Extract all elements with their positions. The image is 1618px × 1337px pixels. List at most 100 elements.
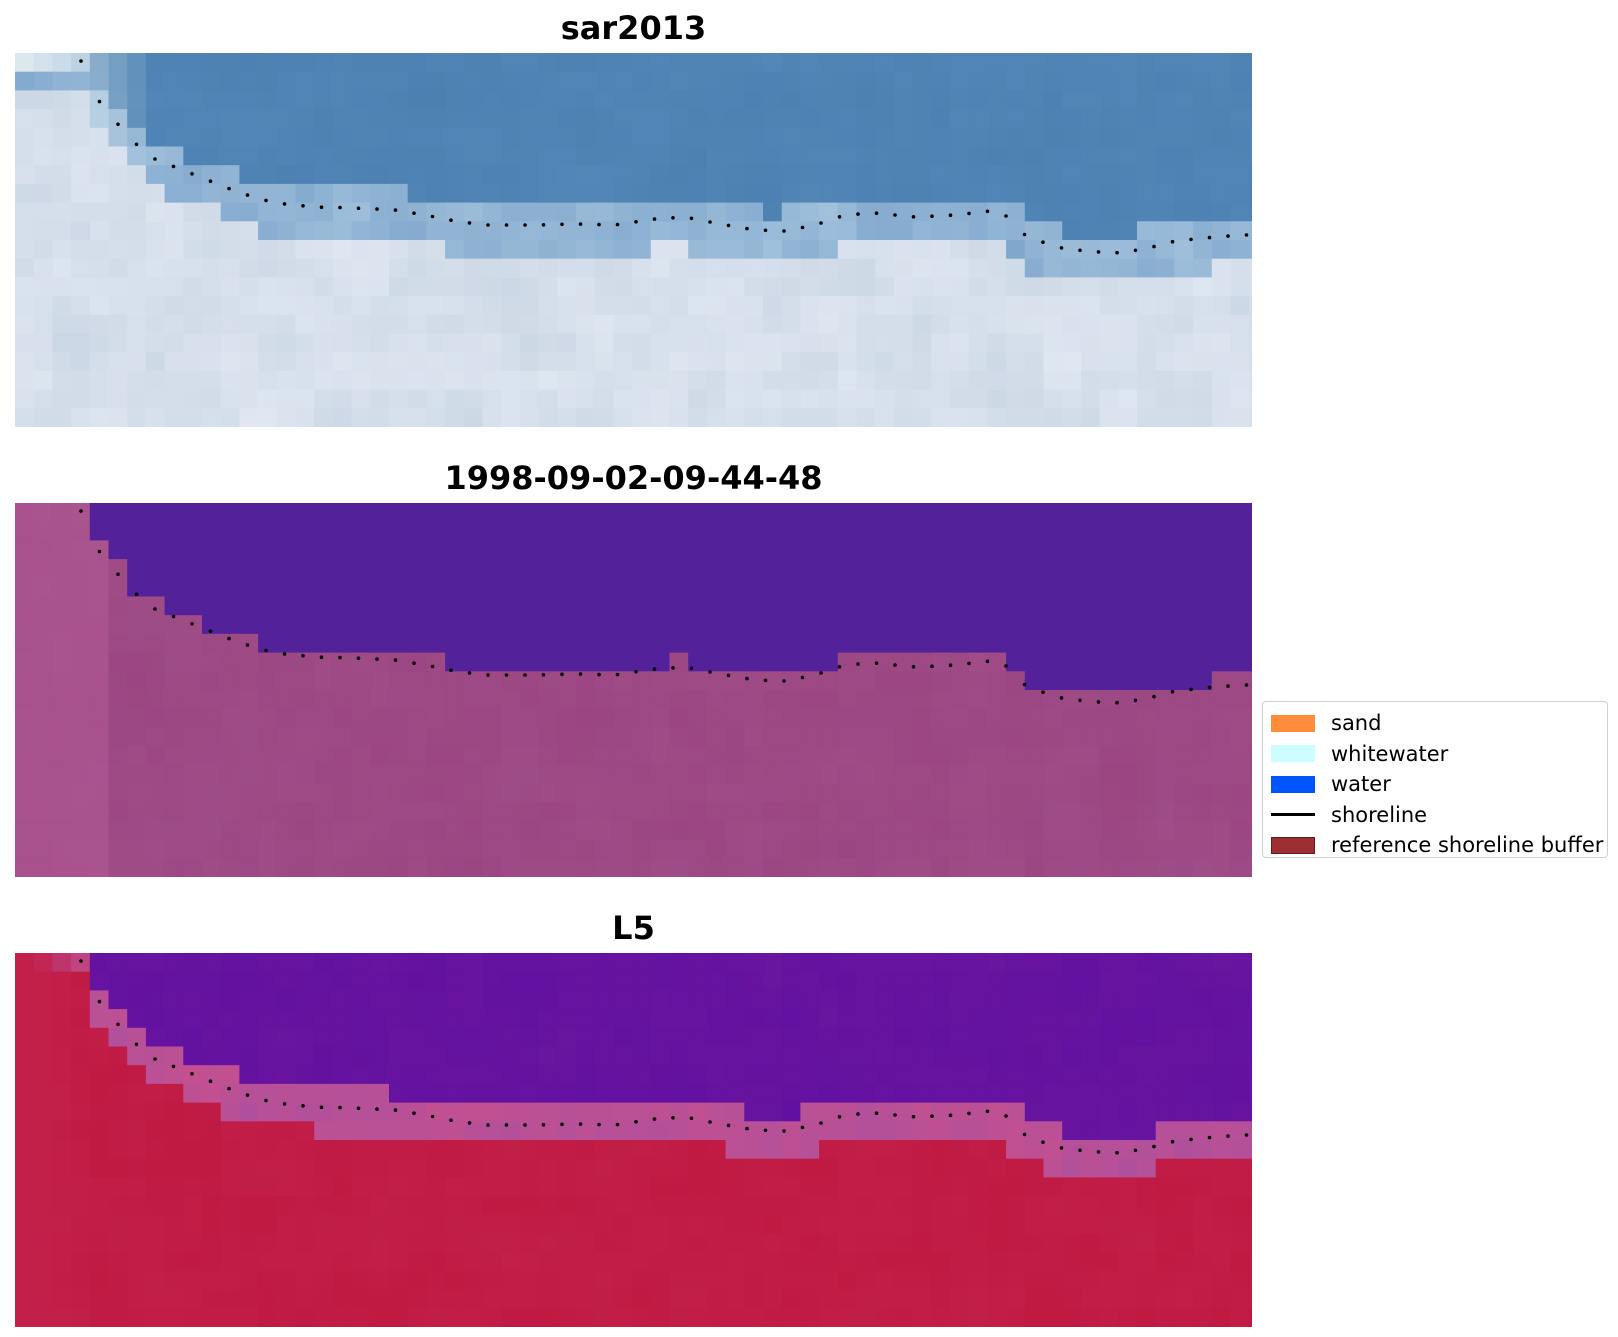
pixel-cell [763, 71, 783, 91]
pixel-cell [389, 333, 409, 353]
pixel-cell [987, 1289, 1007, 1309]
pixel-cell [706, 615, 727, 635]
shoreline-point [171, 164, 176, 169]
pixel-cell [15, 1252, 35, 1272]
shoreline-point [467, 221, 472, 225]
pixel-cell [519, 1177, 540, 1197]
pixel-cell [632, 1158, 652, 1178]
shoreline-point [763, 678, 768, 683]
pixel-cell [875, 314, 895, 335]
pixel-cell [15, 146, 35, 166]
pixel-cell [1024, 296, 1045, 316]
pixel-cell [295, 746, 315, 766]
pixel-cell [1080, 1046, 1101, 1066]
pixel-cell [1174, 165, 1194, 185]
pixel-cell [127, 53, 147, 73]
pixel-cell [389, 690, 409, 710]
pixel-cell [351, 1308, 371, 1327]
pixel-cell [89, 858, 110, 877]
pixel-cell [295, 503, 315, 523]
classified-image [15, 503, 1252, 877]
pixel-cell [931, 1140, 951, 1160]
pixel-cell [52, 820, 72, 841]
pixel-cell [912, 1196, 932, 1216]
pixel-cell [1230, 1270, 1250, 1291]
pixel-cell [1155, 314, 1175, 335]
pixel-cell [127, 503, 147, 523]
shoreline-point [893, 1113, 897, 1117]
pixel-cell [987, 71, 1007, 91]
pixel-cell [276, 1289, 297, 1309]
pixel-cell [706, 971, 727, 991]
pixel-cell [164, 221, 184, 241]
pixel-cell [202, 615, 222, 635]
pixel-cell [987, 596, 1007, 616]
pixel-cell [800, 333, 820, 353]
pixel-cell [389, 53, 409, 73]
pixel-cell [968, 1102, 988, 1122]
pixel-cell [332, 1252, 353, 1272]
pixel-cell [1024, 633, 1045, 654]
pixel-cell [669, 540, 689, 560]
pixel-cell [912, 971, 932, 991]
pixel-cell [389, 971, 409, 991]
pixel-cell [538, 240, 558, 260]
pixel-cell [1249, 277, 1252, 297]
shoreline-point [708, 1120, 712, 1124]
pixel-cell [15, 971, 35, 991]
pixel-cell [220, 90, 240, 110]
pixel-cell [407, 333, 427, 353]
pixel-cell [127, 314, 147, 335]
pixel-cell [1137, 783, 1157, 803]
pixel-cell [1193, 1270, 1213, 1291]
pixel-cell [1006, 596, 1026, 616]
pixel-cell [445, 1027, 465, 1048]
pixel-cell [295, 277, 315, 297]
pixel-cell [800, 577, 820, 598]
pixel-cell [71, 165, 91, 185]
pixel-cell [15, 577, 35, 598]
pixel-cell [650, 370, 671, 391]
pixel-cell [1249, 820, 1252, 841]
pixel-cell [519, 389, 540, 409]
pixel-cell [220, 1177, 240, 1197]
pixel-cell [407, 53, 427, 73]
pixel-cell [1099, 1158, 1119, 1178]
pixel-cell [1043, 1158, 1063, 1178]
pixel-cell [576, 858, 596, 877]
pixel-cell [856, 1308, 876, 1327]
pixel-cell [781, 971, 801, 991]
pixel-cell [1118, 127, 1138, 148]
pixel-cell [987, 1214, 1007, 1235]
pixel-cell [1080, 727, 1101, 747]
pixel-cell [239, 296, 259, 316]
pixel-cell [650, 1027, 671, 1048]
pixel-cell [1249, 690, 1252, 710]
pixel-cell [744, 1308, 764, 1327]
pixel-cell [1062, 146, 1082, 166]
pixel-cell [1080, 521, 1101, 541]
pixel-cell [781, 240, 801, 260]
pixel-cell [613, 971, 633, 991]
pixel-cell [332, 1083, 353, 1104]
pixel-cell [725, 746, 745, 766]
pixel-cell [501, 90, 521, 110]
pixel-cell [1118, 690, 1138, 710]
pixel-cell [89, 671, 110, 691]
pixel-cell [426, 71, 446, 91]
pixel-cell [1137, 615, 1157, 635]
pixel-cell [613, 1046, 633, 1066]
pixel-cell [1174, 221, 1194, 241]
pixel-cell [669, 240, 689, 260]
pixel-cell [706, 1027, 727, 1048]
pixel-cell [931, 296, 951, 316]
pixel-cell [669, 90, 689, 110]
pixel-cell [744, 1083, 764, 1104]
pixel-cell [1174, 1083, 1194, 1104]
pixel-cell [744, 314, 764, 335]
pixel-cell [295, 71, 315, 91]
pixel-cell [725, 370, 745, 391]
pixel-cell [613, 559, 633, 579]
pixel-cell [332, 708, 353, 728]
pixel-cell [482, 314, 502, 335]
